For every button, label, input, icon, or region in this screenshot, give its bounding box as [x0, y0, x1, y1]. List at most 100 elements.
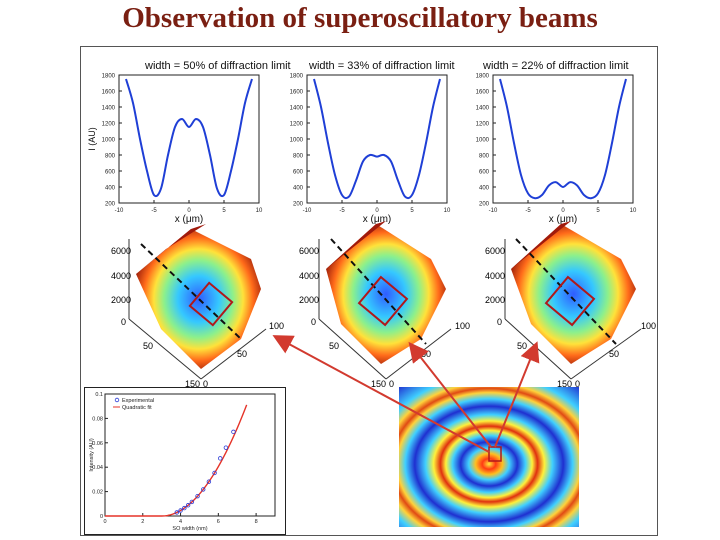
surface2-z-tick: 0	[311, 317, 316, 327]
surface3-z-tick: 2000	[485, 295, 505, 305]
experimental-point	[182, 505, 187, 511]
surface-plots: 6000 4000 2000 0 50 150 0 50 100 6000 40…	[111, 221, 656, 389]
surface3-x-tick: 50	[609, 349, 619, 359]
x-axis-label: SO width (nm)	[172, 526, 207, 532]
profile-plot-3: 1800 1600 1400 1200 1000 800 600 400 200-10 -5 0 5 1…	[476, 74, 637, 226]
y-tick-label: 1200	[290, 122, 304, 128]
y-tick-label: 800	[105, 154, 116, 160]
surface2-y-tick: 50	[329, 341, 339, 351]
profile-plot-title-3: width = 22% of diffraction limit	[483, 60, 629, 72]
experimental-point	[218, 456, 223, 461]
experimental-point	[178, 508, 183, 513]
experimental-point	[223, 445, 229, 450]
profile-plot-title-1: width = 50% of diffraction limit	[145, 60, 291, 72]
experimental-point	[201, 487, 206, 492]
experimental-point	[174, 510, 179, 515]
width-intensity-plot: 0.1 0.08 0.06 0.04 0.02 00 2 4 6 8 SO width (nm) In…	[89, 392, 276, 532]
y-tick-label: 1800	[476, 74, 490, 80]
experimental-point	[212, 470, 217, 476]
profile-plot-2: 1800 1600 1400 1200 1000 800 600 400 200-10 -5 0 5 1…	[290, 74, 451, 226]
surface2-x-tick: 50	[421, 349, 431, 359]
x-tick-label: -5	[151, 208, 157, 214]
surface-plot-2: 6000 4000 2000 0 50 150 0 50 100	[299, 221, 470, 389]
surface1-x-tick: 0	[203, 379, 208, 389]
legend-label-experimental: Experimental	[122, 398, 154, 404]
surface-plot-3: 6000 4000 2000 0 50 150 0 50 100	[485, 221, 656, 389]
surface2-y-tick: 150	[371, 379, 386, 389]
profile-plot-title-2: width = 33% of diffraction limit	[309, 60, 455, 72]
y-tick-label: 0.1	[95, 392, 103, 398]
surface2-z-tick: 6000	[299, 246, 319, 256]
x-tick-label: 0	[103, 519, 106, 525]
x-tick-label: 4	[179, 519, 182, 525]
y-tick-label: 1000	[290, 138, 304, 144]
surface1-y-tick: 150	[185, 379, 200, 389]
figure-panel: width = 50% of diffraction limit width =…	[80, 46, 658, 536]
x-tick-label: 5	[222, 208, 226, 214]
surface1-z-tick: 2000	[111, 295, 131, 305]
x-tick-label: 2	[141, 519, 144, 525]
surface3-x-tick: 100	[641, 321, 656, 331]
y-tick-label: 600	[105, 170, 116, 176]
y-tick-label: 800	[479, 154, 490, 160]
surface-plot-1: 6000 4000 2000 0 50 150 0 50 100	[111, 224, 284, 389]
y-tick-label: 1800	[102, 74, 116, 80]
x-tick-label: 5	[596, 208, 600, 214]
x-tick-label: 10	[444, 208, 451, 214]
y-tick-label: 1200	[476, 122, 490, 128]
x-tick-label: -5	[525, 208, 531, 214]
x-tick-label: -10	[115, 208, 124, 214]
y-tick-label: 1200	[102, 122, 116, 128]
y-tick-label: 1600	[476, 90, 490, 96]
x-tick-label: 0	[375, 208, 379, 214]
surface3-z-tick: 6000	[485, 246, 505, 256]
x-tick-label: -10	[303, 208, 312, 214]
experimental-point	[185, 503, 191, 508]
surface1-z-tick: 0	[121, 317, 126, 327]
legend-label-fit: Quadratic fit	[122, 405, 152, 411]
surface1-y-tick: 50	[143, 341, 153, 351]
y-tick-label: 0.08	[92, 416, 103, 422]
legend-marker-experimental	[114, 397, 120, 403]
surface1-x-tick: 50	[237, 349, 247, 359]
plot-frame	[104, 393, 276, 517]
surface2-x-tick: 0	[389, 379, 394, 389]
x-tick-label: 0	[561, 208, 565, 214]
experimental-point	[231, 429, 236, 435]
x-tick-label: 8	[255, 519, 258, 525]
surface3-y-tick: 150	[557, 379, 572, 389]
x-tick-label: 0	[187, 208, 191, 214]
surface1-z-tick: 6000	[111, 246, 131, 256]
x-tick-label: 10	[630, 208, 637, 214]
surface1-z-tick: 4000	[111, 271, 131, 281]
surface2-z-tick: 2000	[299, 295, 319, 305]
surface3-z-tick: 4000	[485, 271, 505, 281]
y-tick-label: 1600	[102, 90, 116, 96]
x-axis-label: x (μm)	[175, 214, 204, 225]
y-tick-label: 0	[100, 514, 103, 520]
surface3-y-tick: 50	[517, 341, 527, 351]
x-tick-label: -10	[489, 208, 498, 214]
y-tick-label: 1000	[476, 138, 490, 144]
y-tick-label: 400	[479, 186, 490, 192]
surface2-z-tick: 4000	[299, 271, 319, 281]
y-tick-label: 400	[105, 186, 116, 192]
x-axis-label: x (μm)	[549, 214, 578, 225]
y-tick-label: 0.02	[92, 490, 103, 496]
surface2-x-tick: 100	[455, 321, 470, 331]
x-tick-label: 10	[256, 208, 263, 214]
y-tick-label: 1800	[290, 74, 304, 80]
intensity-profile-line	[499, 78, 627, 200]
width-intensity-inset: 0.1 0.08 0.06 0.04 0.02 0 0 2 4 6 8 SO width (nm) In…	[84, 387, 286, 535]
y-tick-label: 200	[105, 202, 116, 208]
surface3-z-tick: 0	[497, 317, 502, 327]
superoscillation-ring-image	[399, 387, 579, 527]
x-tick-label: 6	[217, 519, 220, 525]
y-tick-label: 200	[293, 202, 304, 208]
intensity-profile-line	[125, 78, 253, 198]
y-axis-label: I (AU)	[87, 127, 97, 151]
surface1-x-tick: 100	[269, 321, 284, 331]
profile-plot-1: 1800 1600 1400 1200 1000 800 600 400 200-10 -5 0 5 1…	[87, 74, 263, 226]
slide-title: Observation of superoscillatory beams	[122, 2, 598, 34]
